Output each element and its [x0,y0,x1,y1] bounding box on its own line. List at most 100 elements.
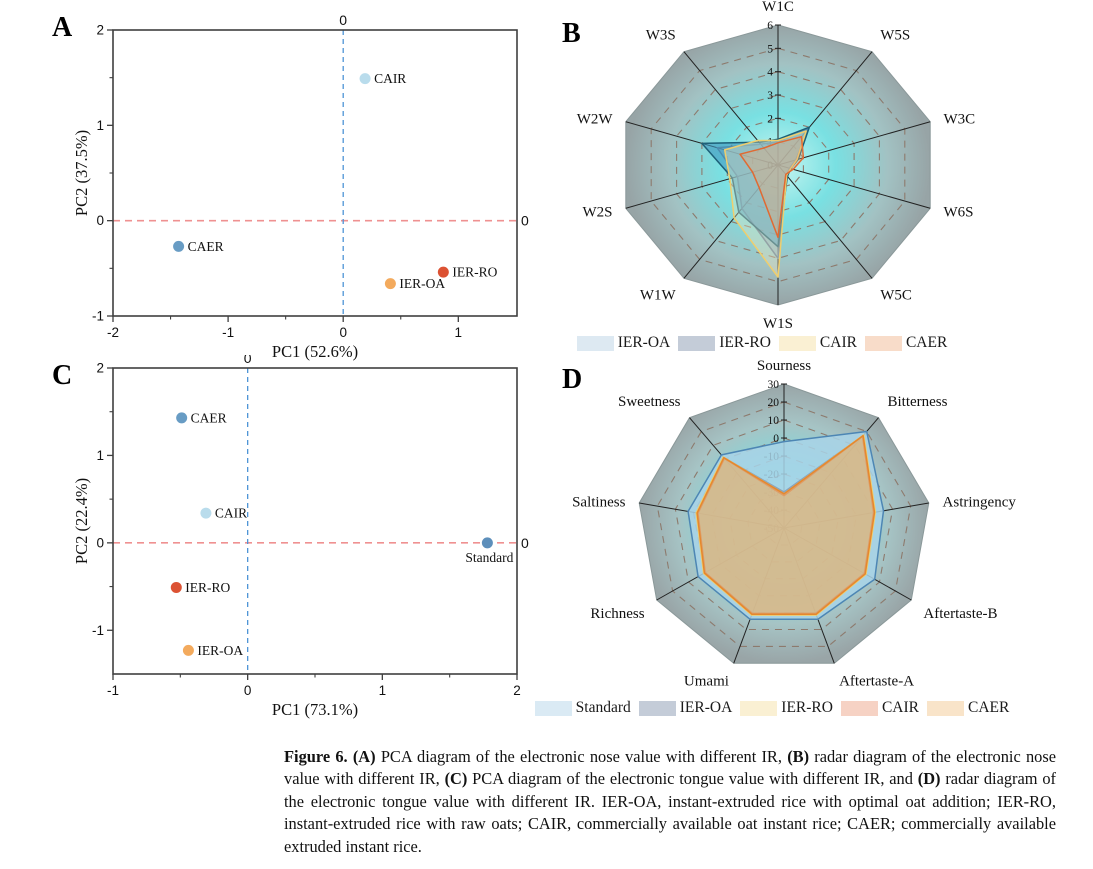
legend-label: CAER [905,334,948,351]
data-point-IER-OA [182,644,194,656]
radar-axis-label-Saltiness: Saltiness [572,494,625,510]
caption-text-run: PCA diagram of the electronic tongue val… [467,769,918,789]
secondary-axis-zero-top: 0 [244,355,252,366]
x-axis-title: PC1 (52.6%) [272,342,358,361]
legend-item-Standard: Standard [534,699,637,717]
legend-label: IER-RO [781,699,833,716]
y-tick-label: 0 [96,213,104,228]
point-label: IER-RO [185,580,230,595]
radar-series-CAER [696,434,876,616]
caption-bold-run: (D) [917,769,941,789]
radar-axis-label-W2W: W2W [577,112,614,128]
legend-item-CAER: CAER [927,699,1015,717]
radar-grid-ring [676,71,880,259]
y-tick-label: 0 [96,535,104,550]
radar-axis-label-Bitterness: Bitterness [887,394,947,410]
radial-tick-label: 6 [767,20,773,32]
point-label: CAIR [215,506,247,521]
caption-bold-run: Figure 6. [284,747,353,766]
legend-label: IER-OA [617,334,671,351]
data-point-IER-OA [384,278,396,290]
radar-axis-label-W3S: W3S [646,28,676,44]
radar-grid-ring [726,117,830,213]
radar-grid-ring [650,47,906,283]
y-axis-title: PC2 (37.5%) [72,130,91,216]
radar-axis-label-Richness: Richness [590,606,644,622]
secondary-axis-zero-right: 0 [521,535,529,551]
radar-axis-label-Sweetness: Sweetness [618,394,681,410]
radar-axis-label-Aftertaste-B: Aftertaste-B [923,606,997,622]
radar-chart-electronic-nose: 6543210W1CW5SW3CW6SW5CW1SW1WW2SW2WW3S [577,0,975,332]
panel-letter-c: C [52,360,73,391]
radar-axis-label-W1C: W1C [762,0,794,15]
panel-letter-a: A [52,12,73,43]
radar-spoke [777,164,873,279]
radial-tick-label: 20 [768,397,780,409]
data-point-IER-RO [170,581,182,593]
x-tick-label: 1 [455,325,463,340]
point-label: IER-OA [197,643,243,658]
radar-axis-label-Aftertaste-A: Aftertaste-A [839,674,914,690]
data-point-CAER [173,240,185,252]
radar-axis-label-W3C: W3C [943,112,975,128]
y-tick-label: 1 [96,118,104,133]
legend-radar-tongue: Standard IER-OA IER-RO CAIR CAER [534,699,1009,717]
data-point-Standard [481,537,493,549]
y-axis-title: PC2 (22.4%) [72,478,91,564]
x-tick-label: 0 [244,683,252,698]
secondary-axis-zero-right: 0 [521,213,529,229]
radar-grid-ring [674,419,894,631]
legend-swatch-CAIR [778,335,816,351]
legend-swatch-CAER [927,700,965,716]
y-tick-label: -1 [92,309,104,324]
plot-area [113,30,517,316]
legend-label: IER-RO [719,334,771,351]
radial-tick-label: 3 [767,90,773,102]
legend-label: CAIR [881,699,920,716]
legend-item-CAIR: CAIR [840,699,925,717]
legend-item-IER-RO: IER-RO [678,334,777,352]
y-tick-label: 1 [96,448,104,463]
legend-swatch-IER-RO [678,335,716,351]
x-tick-label: -1 [107,683,119,698]
radar-axis-label-W2S: W2S [583,204,613,220]
caption-bold-run: (C) [444,769,468,789]
caption-bold-run: (A) [352,747,376,766]
secondary-axis-zero-top: 0 [339,12,347,28]
point-label: CAER [188,239,224,254]
data-point-IER-RO [437,266,449,278]
y-tick-label: -1 [92,623,104,638]
legend-label: CAIR [819,334,857,351]
panel-letter-d: D [562,364,583,395]
legend-swatch-CAIR [840,700,878,716]
legend-swatch-IER-OA [576,335,614,351]
x-tick-label: -2 [107,325,119,340]
radar-spoke [777,164,931,209]
radar-axis-label-Astringency: Astringency [943,494,1017,510]
radar-chart-electronic-tongue: 3020100-10-20-30-40-50SournessBitterness… [572,358,1017,690]
y-tick-label: 2 [96,23,104,38]
legend-item-IER-OA: IER-OA [576,334,677,352]
legend-item-IER-RO: IER-RO [740,699,839,717]
data-point-CAIR [200,507,212,519]
radial-tick-label: 10 [768,415,780,427]
radial-tick-label: 4 [767,67,773,79]
legend-label: CAER [968,699,1010,716]
radar-axis-label-Sourness: Sourness [757,358,811,374]
radial-tick-label: 2 [767,113,773,125]
legend-label: Standard [575,699,631,716]
legend-item-CAER: CAER [864,334,953,352]
legend-swatch-CAER [864,335,902,351]
legend-swatch-IER-RO [740,700,778,716]
legend-radar-nose: IER-OA IER-RO CAIR CAER [545,334,985,352]
point-label: Standard [465,550,513,565]
point-label: CAIR [374,71,406,86]
panel-letter-b: B [562,18,581,49]
radar-series-CAER [739,135,805,239]
x-tick-label: 1 [379,683,387,698]
x-tick-label: 0 [339,325,347,340]
radar-axis-label-W1S: W1S [763,316,793,332]
x-axis-title: PC1 (73.1%) [272,700,358,719]
radar-axis-label-W6S: W6S [943,204,973,220]
